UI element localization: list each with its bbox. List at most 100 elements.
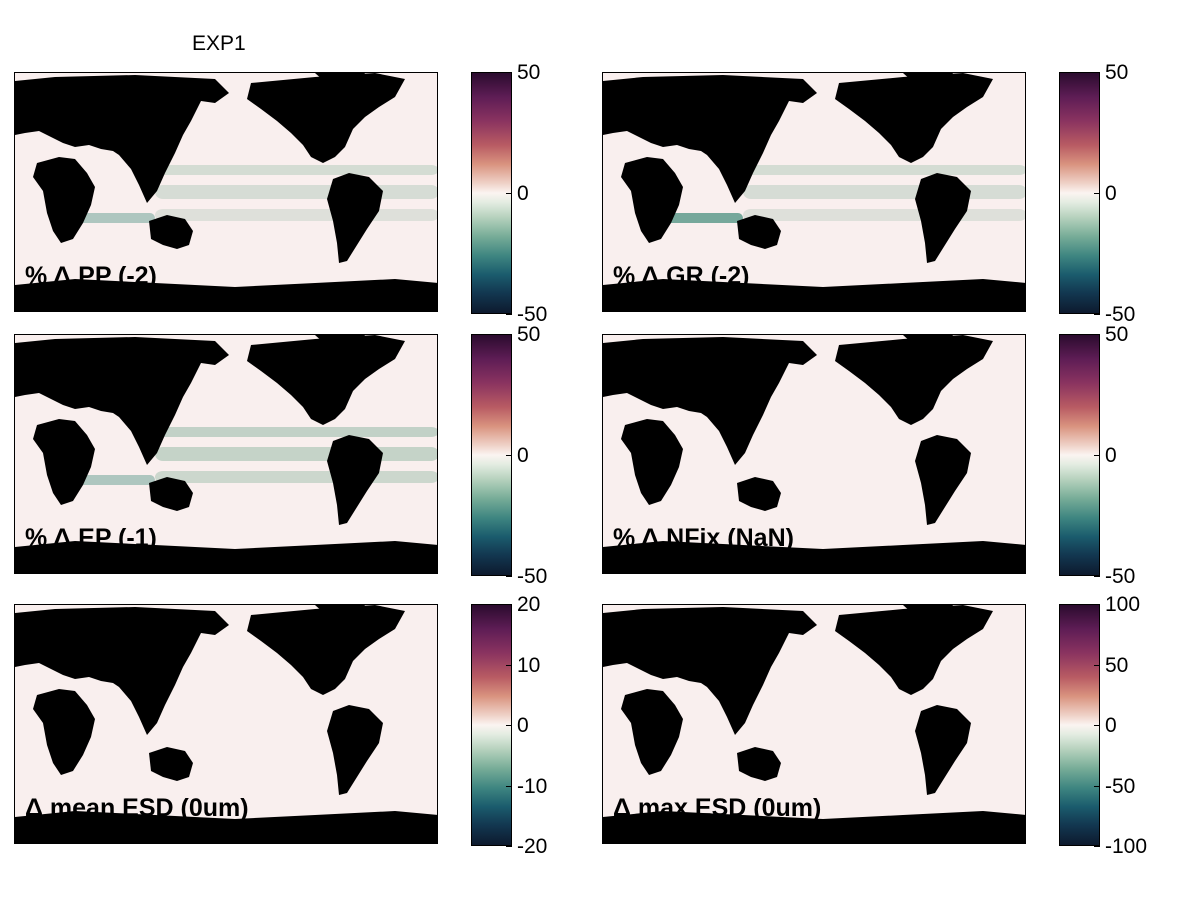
colorbar-tick-mark xyxy=(1094,72,1100,73)
land-mass xyxy=(915,435,971,525)
colorbar-tick-mark xyxy=(506,193,512,194)
colorbar-tick-label: -100 xyxy=(1105,835,1148,858)
land-mass xyxy=(327,173,383,263)
colorbar xyxy=(1059,334,1100,576)
world-map xyxy=(603,335,1025,573)
colorbar-tick-label: -50 xyxy=(517,303,548,326)
panel-label: % Δ NFix (NaN) xyxy=(613,524,794,552)
land-mass xyxy=(315,73,365,89)
world-map xyxy=(603,73,1025,311)
colorbar-tick-mark xyxy=(1094,576,1100,577)
land-mass xyxy=(149,477,193,511)
anomaly-band xyxy=(743,209,1025,221)
colorbar-tick-label: 0 xyxy=(1105,182,1117,205)
colorbar-tick-label: -20 xyxy=(517,835,548,858)
anomaly-band xyxy=(155,185,437,199)
land-mass xyxy=(621,419,683,505)
land-mass xyxy=(327,705,383,795)
map-panel-pp: % Δ PP (-2) xyxy=(14,72,438,312)
map-panel-nfix: % Δ NFix (NaN) xyxy=(602,334,1026,574)
colorbar-tick-mark xyxy=(506,72,512,73)
colorbar-tick-mark xyxy=(1094,193,1100,194)
anomaly-band xyxy=(743,165,1025,175)
land-mass xyxy=(903,335,953,351)
land-mass xyxy=(603,607,817,735)
land-mass xyxy=(315,335,365,351)
land-mass xyxy=(603,541,1025,573)
colorbar-tick-label: 50 xyxy=(517,323,541,346)
land-mass xyxy=(603,279,1025,311)
panel-label: % Δ GR (-2) xyxy=(613,262,750,290)
land-mass xyxy=(15,607,229,735)
anomaly-band xyxy=(743,185,1025,199)
anomaly-band xyxy=(653,213,743,223)
colorbar-tick-label: -50 xyxy=(1105,775,1136,798)
colorbar-tick-mark xyxy=(1094,314,1100,315)
land-mass xyxy=(315,605,365,621)
land-mass xyxy=(835,335,993,425)
land-mass xyxy=(327,435,383,525)
colorbar-tick-label: 0 xyxy=(517,444,529,467)
land-mass xyxy=(621,689,683,775)
colorbar-tick-mark xyxy=(506,846,512,847)
land-mass xyxy=(915,705,971,795)
panel-label: % Δ PP (-2) xyxy=(25,262,157,290)
land-mass xyxy=(33,419,95,505)
colorbar-tick-mark xyxy=(1094,665,1100,666)
colorbar xyxy=(471,72,512,314)
colorbar-tick-mark xyxy=(506,665,512,666)
land-mass xyxy=(621,157,683,243)
land-mass xyxy=(915,173,971,263)
colorbar-tick-mark xyxy=(1094,846,1100,847)
map-panel-mean-esd: Δ mean ESD (0um) xyxy=(14,604,438,844)
colorbar-tick-mark xyxy=(1094,604,1100,605)
colorbar-tick-label: 50 xyxy=(1105,654,1129,677)
colorbar-tick-label: 20 xyxy=(517,593,541,616)
colorbar-tick-label: 0 xyxy=(517,182,529,205)
colorbar-tick-mark xyxy=(1094,725,1100,726)
land-mass xyxy=(247,73,405,163)
land-mass xyxy=(33,689,95,775)
world-map xyxy=(15,605,437,843)
land-mass xyxy=(15,279,437,311)
land-mass xyxy=(603,337,817,465)
colorbar-tick-label: -10 xyxy=(517,775,548,798)
land-mass xyxy=(247,335,405,425)
colorbar-tick-mark xyxy=(1094,334,1100,335)
colorbar-tick-mark xyxy=(506,604,512,605)
colorbar-tick-mark xyxy=(506,576,512,577)
land-mass xyxy=(15,75,229,203)
colorbar-tick-label: -50 xyxy=(517,565,548,588)
colorbar-tick-label: 0 xyxy=(517,714,529,737)
land-mass xyxy=(149,215,193,249)
panel-label: Δ max ESD (0um) xyxy=(613,794,822,822)
land-mass xyxy=(835,73,993,163)
colorbar-tick-mark xyxy=(1094,455,1100,456)
figure-title: EXP1 xyxy=(192,32,246,55)
colorbar-tick-label: 50 xyxy=(1105,323,1129,346)
land-mass xyxy=(149,747,193,781)
land-mass xyxy=(737,747,781,781)
anomaly-band xyxy=(155,447,437,461)
colorbar-tick-label: -50 xyxy=(1105,303,1136,326)
land-mass xyxy=(903,73,953,89)
world-map xyxy=(603,605,1025,843)
world-map xyxy=(15,73,437,311)
map-panel-max-esd: Δ max ESD (0um) xyxy=(602,604,1026,844)
land-mass xyxy=(737,477,781,511)
colorbar-tick-label: 50 xyxy=(517,61,541,84)
anomaly-band xyxy=(155,165,437,175)
colorbar-tick-label: 50 xyxy=(1105,61,1129,84)
colorbar-tick-mark xyxy=(506,455,512,456)
colorbar-tick-label: 0 xyxy=(1105,444,1117,467)
colorbar xyxy=(1059,72,1100,314)
colorbar-tick-label: 10 xyxy=(517,654,541,677)
land-mass xyxy=(603,811,1025,843)
colorbar-tick-label: 100 xyxy=(1105,593,1141,616)
land-mass xyxy=(33,157,95,243)
colorbar-tick-mark xyxy=(506,334,512,335)
anomaly-band xyxy=(155,471,437,483)
colorbar-tick-mark xyxy=(506,786,512,787)
world-map xyxy=(15,335,437,573)
colorbar-tick-mark xyxy=(506,314,512,315)
